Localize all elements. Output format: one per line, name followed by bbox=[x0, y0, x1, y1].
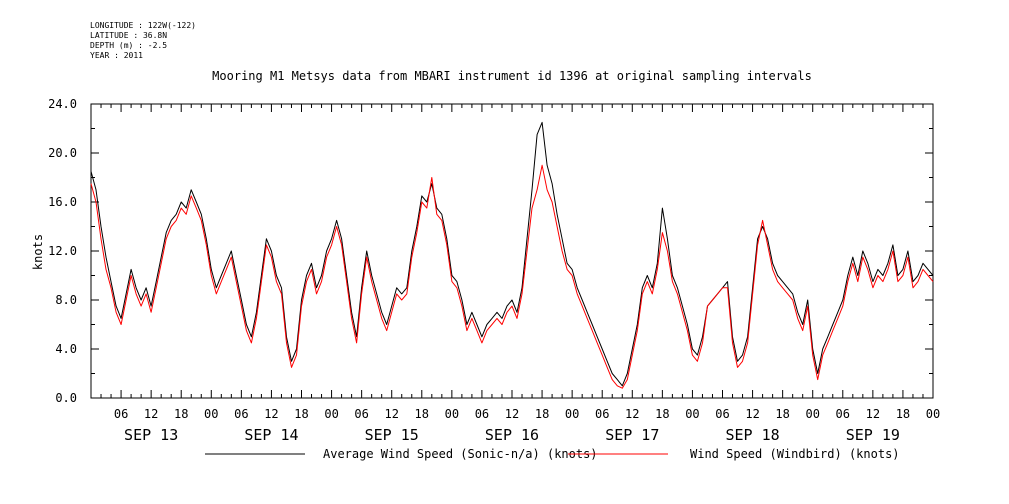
legend-label-windbird: Wind Speed (Windbird) (knots) bbox=[690, 447, 900, 461]
series-line-sonic bbox=[90, 121, 934, 387]
hour-tick-label: 06 bbox=[354, 407, 368, 421]
y-axis-label: knots bbox=[31, 234, 45, 270]
axis-labels: 06 12 18 00 06 12 18 00 06 12 18 00 06 12 18 00 06 12 18 00… bbox=[48, 97, 940, 444]
hour-tick-label: 06 bbox=[715, 407, 729, 421]
depth-text: DEPTH (m) : -2.5 bbox=[90, 41, 168, 50]
day-label: SEP 13 bbox=[124, 426, 178, 444]
day-label: SEP 18 bbox=[725, 426, 779, 444]
hour-tick-label: 06 bbox=[475, 407, 489, 421]
hour-tick-label: 12 bbox=[866, 407, 880, 421]
hour-tick-label: 00 bbox=[565, 407, 579, 421]
hour-tick-label: 18 bbox=[896, 407, 910, 421]
y-tick-label: 8.0 bbox=[55, 293, 77, 307]
hour-tick-label: 18 bbox=[415, 407, 429, 421]
hour-tick-label: 00 bbox=[805, 407, 819, 421]
hour-tick-label: 18 bbox=[775, 407, 789, 421]
longitude-text: LONGITUDE : 122W(-122) bbox=[90, 21, 196, 30]
hour-tick-label: 12 bbox=[384, 407, 398, 421]
hour-tick-label: 00 bbox=[445, 407, 459, 421]
hour-tick-label: 18 bbox=[294, 407, 308, 421]
mooring-metadata: LONGITUDE : 122W(-122) LATITUDE : 36.8N … bbox=[90, 21, 196, 61]
hour-tick-label: 18 bbox=[655, 407, 669, 421]
hour-tick-label: 12 bbox=[264, 407, 278, 421]
latitude-text: LATITUDE : 36.8N bbox=[90, 31, 168, 40]
year-text: YEAR : 2011 bbox=[90, 51, 143, 60]
hour-tick-label: 00 bbox=[204, 407, 218, 421]
hour-tick-label: 00 bbox=[926, 407, 940, 421]
y-tick-label: 20.0 bbox=[48, 146, 77, 160]
y-tick-label: 16.0 bbox=[48, 195, 77, 209]
y-tick-label: 0.0 bbox=[55, 391, 77, 405]
hour-tick-label: 12 bbox=[625, 407, 639, 421]
y-tick-label: 12.0 bbox=[48, 244, 77, 258]
axis-ticks bbox=[90, 103, 934, 399]
hour-tick-label: 06 bbox=[836, 407, 850, 421]
hour-tick-label: 06 bbox=[595, 407, 609, 421]
hour-tick-label: 00 bbox=[324, 407, 338, 421]
day-label: SEP 16 bbox=[485, 426, 539, 444]
series-line-windbird bbox=[90, 164, 934, 389]
hour-tick-label: 12 bbox=[144, 407, 158, 421]
data-series bbox=[90, 121, 934, 389]
day-label: SEP 17 bbox=[605, 426, 659, 444]
y-tick-label: 24.0 bbox=[48, 97, 77, 111]
day-label: SEP 15 bbox=[365, 426, 419, 444]
hour-tick-label: 18 bbox=[174, 407, 188, 421]
hour-tick-label: 00 bbox=[685, 407, 699, 421]
hour-tick-label: 06 bbox=[234, 407, 248, 421]
hour-tick-label: 18 bbox=[535, 407, 549, 421]
chart-title: Mooring M1 Metsys data from MBARI instru… bbox=[212, 69, 812, 83]
day-label: SEP 14 bbox=[244, 426, 298, 444]
plot-frame bbox=[90, 103, 934, 399]
legend-label-sonic: Average Wind Speed (Sonic-n/a) (knots) bbox=[323, 447, 598, 461]
hour-tick-label: 12 bbox=[745, 407, 759, 421]
y-tick-label: 4.0 bbox=[55, 342, 77, 356]
day-label: SEP 19 bbox=[846, 426, 900, 444]
hour-tick-label: 12 bbox=[505, 407, 519, 421]
hour-tick-label: 06 bbox=[114, 407, 128, 421]
